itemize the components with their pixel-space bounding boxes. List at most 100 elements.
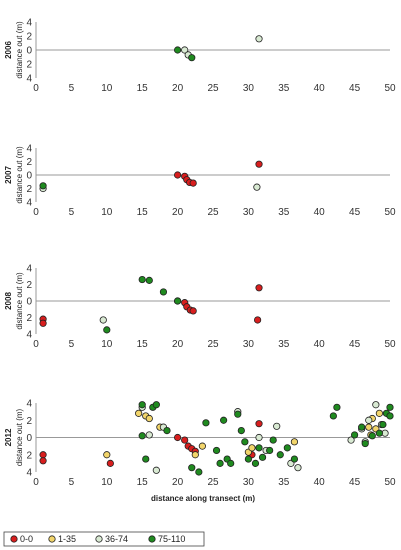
data-point-75-110 [188,464,196,472]
legend-label: 75-110 [158,534,185,544]
x-tick-label: 25 [207,207,219,218]
data-point-75-110 [216,459,224,467]
data-point-75-110 [361,439,369,448]
legend-label: 0-0 [20,534,33,544]
y-tick-label: 2 [26,32,32,43]
data-point-75-110 [255,444,263,452]
y-tick-label: 4 [26,264,32,275]
data-point-75-110 [152,401,160,409]
data-point-36-74 [145,431,153,439]
x-tick-label: 50 [384,83,396,94]
data-point-75-110 [138,401,146,409]
data-point-1-35 [135,409,143,417]
data-point-36-74 [294,464,302,472]
year-label: 2008 [4,292,13,310]
data-point-1-35 [248,444,256,452]
legend-label: 36-74 [105,534,128,544]
y-axis-label: distance out (m) [15,146,24,204]
data-point-0-0 [189,179,197,187]
x-tick-label: 40 [314,207,326,218]
y-tick-label: 2 [26,157,32,168]
data-point-75-110 [142,455,150,463]
data-point-75-110 [251,459,260,467]
data-point-75-110 [269,436,277,444]
x-tick-label: 30 [243,339,255,350]
x-tick-label: 40 [314,477,326,488]
x-tick-label: 15 [137,207,149,218]
data-point-75-110 [174,46,182,54]
data-point-0-0 [39,319,47,327]
x-tick-label: 15 [137,83,149,94]
data-point-75-110 [227,459,235,467]
y-tick-label: 4 [26,468,32,479]
x-tick-label: 20 [172,207,184,218]
data-point-75-110 [241,438,249,446]
x-tick-label: 50 [384,207,396,218]
x-tick-label: 0 [33,339,39,350]
y-tick-label: 2 [26,184,32,195]
x-tick-label: 25 [207,339,219,350]
data-point-36-74 [181,46,189,54]
data-point-0-0 [255,160,263,168]
x-tick-label: 0 [33,83,39,94]
data-point-75-110 [368,432,376,440]
year-label: 2012 [4,428,13,446]
y-tick-label: 4 [26,198,32,209]
data-point-36-74 [365,416,373,424]
y-tick-label: 4 [26,330,32,341]
data-point-75-110 [375,429,383,437]
x-tick-label: 0 [33,477,39,488]
x-tick-label: 5 [69,207,75,218]
data-point-36-74 [99,316,107,324]
y-tick-label: 4 [26,144,32,155]
y-axis-label: distance out (m) [15,21,24,79]
data-point-36-74 [273,422,281,430]
x-tick-label: 35 [278,207,290,218]
x-tick-label: 25 [207,83,219,94]
x-tick-label: 20 [172,83,184,94]
data-point-75-110 [103,326,111,334]
data-point-75-110 [276,451,284,459]
data-point-0-0 [255,284,263,292]
y-tick-label: 4 [26,18,32,29]
data-point-36-74 [347,436,355,444]
data-point-0-0 [174,171,182,179]
data-point-75-110 [244,455,252,463]
legend-box [3,531,205,547]
data-point-0-0 [39,451,47,459]
data-point-75-110 [220,416,228,424]
data-point-75-110 [386,412,394,420]
x-axis-label: distance along transect (m) [151,494,255,503]
x-tick-label: 15 [137,477,149,488]
x-tick-label: 30 [243,477,255,488]
x-tick-label: 40 [314,339,326,350]
x-tick-label: 50 [384,477,396,488]
data-point-75-110 [290,455,299,463]
x-tick-label: 20 [172,339,184,350]
data-point-1-35 [365,423,373,431]
x-tick-label: 30 [243,207,255,218]
x-tick-label: 0 [33,207,39,218]
x-tick-label: 50 [384,339,396,350]
data-point-36-74 [372,401,380,409]
data-point-75-110 [283,444,291,452]
x-tick-label: 10 [101,83,113,94]
x-tick-label: 40 [314,83,326,94]
x-tick-label: 25 [207,477,219,488]
x-tick-label: 20 [172,477,184,488]
x-tick-label: 45 [349,339,361,350]
y-tick-label: 2 [26,280,32,291]
data-point-75-110 [350,431,359,439]
data-point-75-110 [138,432,146,440]
data-point-75-110 [386,403,394,411]
y-tick-label: 0 [26,46,32,57]
y-axis-label: distance out (m) [15,408,24,466]
data-point-36-74 [255,433,263,442]
y-tick-label: 2 [26,60,32,71]
data-point-75-110 [195,468,203,476]
data-point-75-110 [188,54,196,62]
